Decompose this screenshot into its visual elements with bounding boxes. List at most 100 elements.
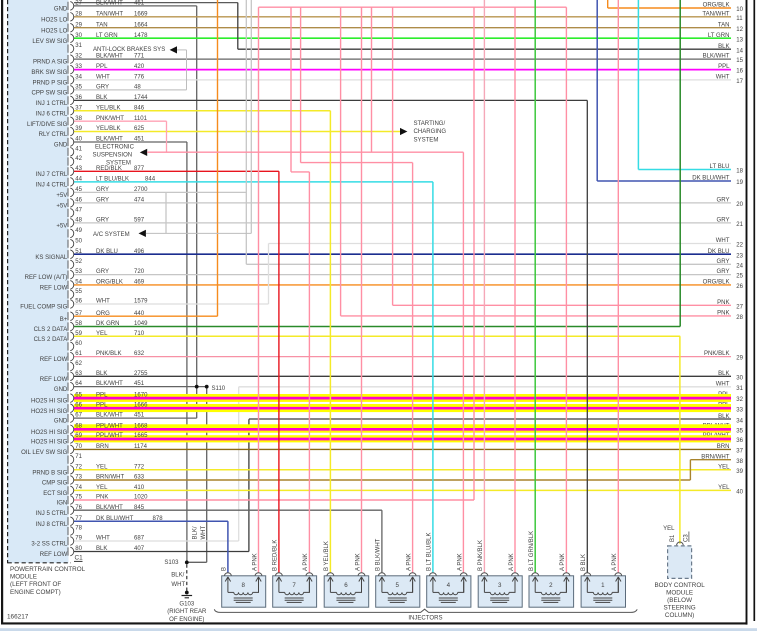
svg-text:ANTI-LOCK BRAKES SYS: ANTI-LOCK BRAKES SYS xyxy=(93,47,165,53)
svg-text:496: 496 xyxy=(134,249,145,255)
svg-text:1664: 1664 xyxy=(134,22,148,28)
svg-text:77: 77 xyxy=(75,516,82,522)
svg-text:B YEL/BLK: B YEL/BLK xyxy=(324,541,330,571)
svg-text:20: 20 xyxy=(736,202,743,208)
svg-text:WHT: WHT xyxy=(96,299,110,305)
svg-text:A PNK: A PNK xyxy=(355,553,361,571)
svg-text:GND: GND xyxy=(54,419,68,425)
svg-text:BLK/WHT: BLK/WHT xyxy=(96,505,123,511)
svg-text:12: 12 xyxy=(736,27,743,33)
svg-text:3: 3 xyxy=(498,582,502,589)
svg-text:BRK SW SIG: BRK SW SIG xyxy=(31,70,67,76)
svg-text:877: 877 xyxy=(134,166,145,172)
svg-text:597: 597 xyxy=(134,218,145,224)
svg-text:GRY: GRY xyxy=(717,198,730,204)
svg-text:HO2S HI SIG: HO2S HI SIG xyxy=(31,430,68,436)
svg-text:PPL: PPL xyxy=(96,64,108,70)
svg-text:64: 64 xyxy=(75,381,82,387)
svg-text:DK BLU/WHT: DK BLU/WHT xyxy=(96,516,134,522)
svg-text:35: 35 xyxy=(75,85,82,91)
svg-text:43: 43 xyxy=(75,166,82,172)
svg-text:GND: GND xyxy=(54,7,68,13)
svg-text:MODULE: MODULE xyxy=(666,590,693,597)
svg-text:PNK/WHT: PNK/WHT xyxy=(96,116,124,122)
svg-text:TAN/WHT: TAN/WHT xyxy=(96,11,123,17)
svg-text:YEL: YEL xyxy=(718,485,730,491)
svg-text:INJECTORS: INJECTORS xyxy=(408,616,442,622)
svg-text:62: 62 xyxy=(75,361,82,367)
svg-text:(LEFT FRONT OF: (LEFT FRONT OF xyxy=(10,581,61,588)
svg-text:REF LOW (A/T): REF LOW (A/T) xyxy=(25,275,68,281)
svg-text:TAN: TAN xyxy=(718,22,730,28)
svg-text:LT BLU/BLK: LT BLU/BLK xyxy=(96,177,129,183)
svg-text:INJ 4 CTRL: INJ 4 CTRL xyxy=(36,183,68,189)
svg-text:GRY: GRY xyxy=(717,259,730,265)
svg-text:1670: 1670 xyxy=(134,392,148,398)
svg-text:WHT: WHT xyxy=(96,75,110,81)
svg-text:BLK: BLK xyxy=(96,95,107,101)
svg-text:PNK/BLK: PNK/BLK xyxy=(704,351,730,357)
svg-text:69: 69 xyxy=(75,433,82,439)
svg-text:71: 71 xyxy=(75,454,82,460)
svg-text:10: 10 xyxy=(736,7,743,13)
svg-text:772: 772 xyxy=(134,464,145,470)
svg-text:GRY: GRY xyxy=(717,218,730,224)
svg-text:46: 46 xyxy=(75,198,82,204)
svg-text:37: 37 xyxy=(736,449,743,455)
svg-text:469: 469 xyxy=(134,280,145,286)
svg-text:22: 22 xyxy=(736,243,743,249)
svg-text:420: 420 xyxy=(134,64,145,70)
svg-text:YEL: YEL xyxy=(718,464,730,470)
svg-text:PRND B SIG: PRND B SIG xyxy=(32,470,67,476)
svg-text:TAN/WHT: TAN/WHT xyxy=(702,11,729,17)
svg-text:846: 846 xyxy=(134,105,145,111)
svg-text:1668: 1668 xyxy=(134,424,148,430)
svg-text:IGN: IGN xyxy=(57,501,68,507)
svg-text:ORG: ORG xyxy=(96,311,110,317)
svg-text:771: 771 xyxy=(134,54,145,60)
svg-text:45: 45 xyxy=(75,187,82,193)
svg-text:35: 35 xyxy=(736,428,743,434)
svg-text:2755: 2755 xyxy=(134,371,148,377)
svg-text:A PNK: A PNK xyxy=(303,553,309,571)
svg-text:WHT: WHT xyxy=(716,75,730,81)
svg-text:38: 38 xyxy=(75,116,82,122)
svg-text:B PNK/BLK: B PNK/BLK xyxy=(478,540,484,571)
svg-text:27: 27 xyxy=(75,1,82,7)
svg-text:C1: C1 xyxy=(75,555,84,562)
svg-text:11: 11 xyxy=(736,16,743,22)
svg-text:YEL: YEL xyxy=(663,526,675,532)
svg-text:53: 53 xyxy=(75,269,82,275)
svg-text:1744: 1744 xyxy=(134,95,148,101)
svg-text:15: 15 xyxy=(736,58,743,64)
svg-text:61: 61 xyxy=(75,351,82,357)
svg-text:TAN: TAN xyxy=(96,22,108,28)
svg-text:KS SIGNAL: KS SIGNAL xyxy=(35,255,68,261)
svg-text:7: 7 xyxy=(292,582,296,589)
svg-text:440: 440 xyxy=(134,311,145,317)
svg-text:GND: GND xyxy=(54,387,68,393)
svg-text:14: 14 xyxy=(736,48,743,54)
svg-text:PNK: PNK xyxy=(717,311,729,317)
svg-text:WHT: WHT xyxy=(716,238,730,244)
svg-text:HO2S LO: HO2S LO xyxy=(41,28,68,34)
svg-text:451: 451 xyxy=(134,381,145,387)
svg-text:632: 632 xyxy=(134,351,145,357)
svg-text:MODULE: MODULE xyxy=(10,574,37,581)
svg-text:19: 19 xyxy=(736,180,743,186)
svg-text:WHT: WHT xyxy=(171,582,185,588)
svg-text:YEL: YEL xyxy=(96,485,108,491)
svg-text:BLK/WHT: BLK/WHT xyxy=(96,381,123,387)
svg-text:1101: 1101 xyxy=(134,116,148,122)
svg-text:34: 34 xyxy=(736,418,743,424)
svg-text:DK BLU/WHT: DK BLU/WHT xyxy=(692,176,730,182)
svg-text:SUSPENSION: SUSPENSION xyxy=(93,153,133,159)
svg-text:59: 59 xyxy=(75,331,82,337)
svg-text:1665: 1665 xyxy=(134,433,148,439)
svg-text:73: 73 xyxy=(75,475,82,481)
svg-text:A PNK: A PNK xyxy=(612,553,618,571)
svg-text:60: 60 xyxy=(75,341,82,347)
svg-text:ORG/BLK: ORG/BLK xyxy=(703,280,730,286)
svg-text:B RED/BLK: B RED/BLK xyxy=(273,540,279,571)
svg-text:HO2S HI SIG: HO2S HI SIG xyxy=(31,399,68,405)
